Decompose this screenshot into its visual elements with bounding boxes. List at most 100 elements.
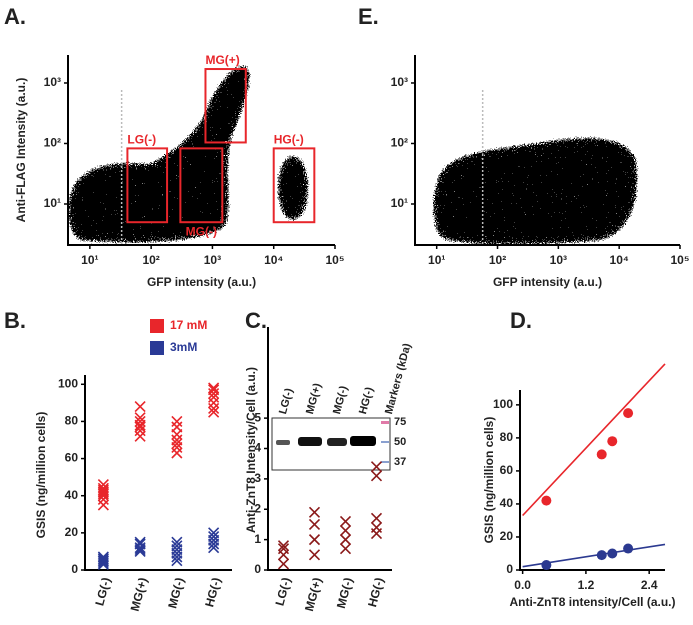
legend-label: 17 mM (170, 318, 207, 332)
y-tick-label: 100 (493, 397, 513, 411)
cell-cloud (68, 64, 637, 245)
x-marker (97, 553, 109, 565)
x-tick-label: 1.2 (578, 578, 595, 592)
x-marker (134, 412, 146, 424)
x-marker (171, 415, 183, 427)
western-blot (271, 417, 391, 471)
lane-label: MG(+) (304, 382, 324, 416)
x-marker (208, 397, 220, 409)
x-marker (339, 534, 352, 546)
y-tick-label: 0 (506, 562, 513, 576)
x-marker (370, 512, 383, 524)
x-tick-label: 10¹ (428, 253, 445, 267)
lane-label: HG(-) (357, 386, 376, 416)
gate (272, 147, 316, 224)
y-axis-label: Anti-FLAG Intensity (a.u.) (14, 78, 28, 223)
y-tick-label: 10¹ (44, 196, 61, 210)
y-tick-label: 40 (65, 488, 79, 502)
marker-label: 37 (394, 456, 406, 468)
x-marker (171, 438, 183, 450)
point (607, 436, 618, 447)
y-tick-label: 80 (500, 430, 514, 444)
x-marker (370, 461, 383, 473)
y-tick-label: 20 (65, 525, 79, 539)
x-marker (339, 515, 352, 527)
x-marker (171, 540, 183, 552)
marker-label: 50 (394, 436, 406, 448)
x-marker (339, 524, 352, 537)
x-marker (134, 430, 146, 442)
y-axis-label: GSIS (ng/million cells) (34, 412, 48, 539)
y-axis-label: Anti-ZnT8 Intensity/Cell (a.u.) (244, 367, 258, 533)
x-marker (339, 543, 352, 555)
x-tick-label: LG(-) (92, 576, 113, 607)
x-marker (308, 534, 321, 546)
x-marker (277, 543, 290, 555)
y-tick-label: 60 (500, 463, 514, 477)
x-tick-label: 10⁴ (610, 253, 629, 267)
x-marker (277, 558, 290, 570)
x-marker (208, 531, 220, 543)
point (596, 550, 607, 561)
x-marker (97, 499, 109, 511)
x-tick-label: 10² (489, 253, 506, 267)
point (623, 408, 634, 419)
x-marker (370, 470, 383, 482)
x-tick-label: 10⁵ (326, 253, 345, 267)
x-tick-label: HG(-) (365, 576, 386, 609)
x-tick-label: 0.0 (514, 578, 531, 592)
panel-letter: C. (245, 308, 267, 333)
y-tick-label: 0 (71, 562, 78, 576)
x-tick-label: MG(+) (302, 576, 324, 613)
y-tick-label: 4 (254, 441, 261, 455)
x-tick-label: 10³ (550, 253, 567, 267)
y-tick-label: 10³ (391, 75, 408, 89)
x-tick-label: 10¹ (81, 253, 98, 267)
x-marker (134, 536, 146, 548)
y-tick-label: 10² (391, 136, 408, 150)
x-marker (308, 506, 321, 518)
point (623, 543, 634, 554)
panel-letter: E. (358, 4, 379, 29)
x-marker (97, 488, 109, 500)
y-tick-label: 10¹ (391, 196, 408, 210)
x-marker (134, 421, 146, 433)
x-marker (308, 549, 321, 561)
x-tick-label: 10⁴ (264, 253, 283, 267)
gate-label: MG(-) (186, 224, 217, 238)
x-tick-label: 10² (142, 253, 159, 267)
gate-label: MG(+) (205, 53, 239, 67)
y-tick-label: 40 (500, 496, 514, 510)
x-marker (134, 538, 146, 550)
x-marker (370, 521, 383, 534)
gate-label: HG(-) (274, 133, 304, 147)
x-marker (208, 382, 220, 394)
x-marker (208, 406, 220, 418)
y-tick-label: 20 (500, 529, 514, 543)
legend-swatch (150, 319, 164, 333)
y-tick-label: 5 (254, 410, 261, 424)
point (541, 495, 552, 506)
x-axis-label: Anti-ZnT8 intensity/Cell (a.u.) (509, 595, 675, 609)
x-axis-label: GFP intensity (a.u.) (147, 275, 256, 289)
gate (204, 68, 247, 144)
y-tick-label: 2 (254, 501, 261, 515)
x-tick-label: 10³ (204, 253, 221, 267)
marker-label: 75 (394, 416, 406, 428)
panel-letter: B. (4, 308, 26, 333)
x-tick-label: MG(-) (165, 576, 187, 610)
x-marker (208, 384, 220, 396)
lane-label: MG(-) (331, 384, 350, 415)
point (541, 560, 552, 571)
y-tick-label: 100 (58, 376, 78, 390)
x-marker (171, 421, 183, 433)
x-marker (171, 447, 183, 459)
y-tick-label: 0 (254, 562, 261, 576)
x-tick-label: 2.4 (641, 578, 658, 592)
x-marker (171, 536, 183, 548)
point (607, 548, 618, 559)
y-tick-label: 80 (65, 414, 79, 428)
lane-label: LG(-) (277, 387, 295, 416)
x-marker (308, 518, 321, 531)
fit-line (522, 363, 666, 517)
